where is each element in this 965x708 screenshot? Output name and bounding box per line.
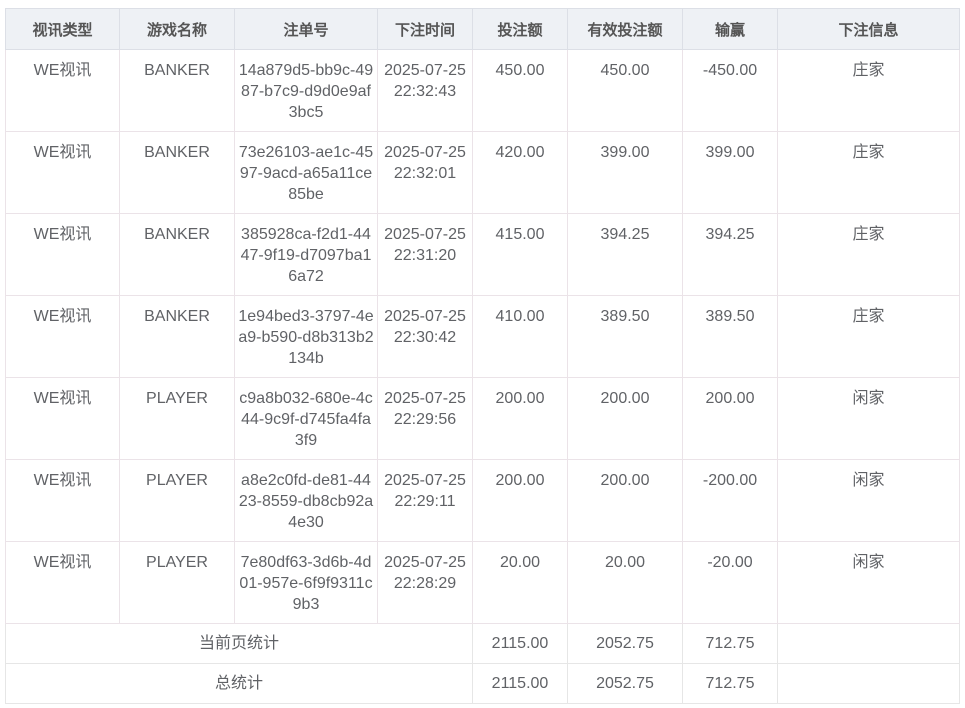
summary-win: 712.75: [682, 663, 778, 704]
cell-video-type: WE视讯: [5, 131, 120, 214]
cell-bet-id: 14a879d5-bb9c-4987-b7c9-d9d0e9af3bc5: [234, 49, 378, 132]
cell-bet-id: 1e94bed3-3797-4ea9-b590-d8b313b2134b: [234, 295, 378, 378]
header-valid-bet: 有效投注额: [567, 8, 683, 50]
page-summary-row: 当前页统计 2115.00 2052.75 712.75: [5, 623, 960, 664]
header-bet-time: 下注时间: [377, 8, 473, 50]
cell-video-type: WE视讯: [5, 377, 120, 460]
cell-bet-amount: 420.00: [472, 131, 568, 214]
table-row: WE视讯 BANKER 14a879d5-bb9c-4987-b7c9-d9d0e9…: [5, 49, 960, 132]
cell-bet-time: 2025-07-25 22:32:01: [377, 131, 473, 214]
cell-bet-id: a8e2c0fd-de81-4423-8559-db8cb92a4e30: [234, 459, 378, 542]
cell-bet-info: 庄家: [777, 49, 960, 132]
header-bet-amount: 投注额: [472, 8, 568, 50]
table-row: WE视讯 PLAYER a8e2c0fd-de81-4423-8559-db8cb9…: [5, 459, 960, 542]
cell-win-loss: 389.50: [682, 295, 778, 378]
bet-date: 2025-07-25: [384, 308, 466, 325]
cell-bet-amount: 415.00: [472, 213, 568, 296]
cell-bet-time: 2025-07-25 22:31:20: [377, 213, 473, 296]
cell-video-type: WE视讯: [5, 49, 120, 132]
bet-records-table: 视讯类型 游戏名称 注单号 下注时间 投注额 有效投注额 输赢 下注信息 WE视讯 BANKER…: [5, 8, 960, 704]
cell-bet-amount: 20.00: [472, 541, 568, 624]
table-row: WE视讯 PLAYER c9a8b032-680e-4c44-9c9f-d745fa…: [5, 377, 960, 460]
cell-bet-time: 2025-07-25 22:30:42: [377, 295, 473, 378]
header-game-name: 游戏名称: [119, 8, 235, 50]
bet-date: 2025-07-25: [384, 554, 466, 571]
cell-valid-bet: 389.50: [567, 295, 683, 378]
summary-empty: [777, 663, 960, 704]
total-summary-row: 总统计 2115.00 2052.75 712.75: [5, 663, 960, 704]
cell-video-type: WE视讯: [5, 459, 120, 542]
summary-label: 当前页统计: [5, 623, 473, 664]
summary-valid: 2052.75: [567, 663, 683, 704]
cell-win-loss: 394.25: [682, 213, 778, 296]
cell-valid-bet: 200.00: [567, 377, 683, 460]
summary-bet: 2115.00: [472, 663, 568, 704]
cell-game-name: PLAYER: [119, 377, 235, 460]
cell-bet-amount: 450.00: [472, 49, 568, 132]
cell-bet-info: 庄家: [777, 213, 960, 296]
header-video-type: 视讯类型: [5, 8, 120, 50]
bet-clock-time: 22:29:56: [393, 411, 457, 428]
cell-bet-time: 2025-07-25 22:29:11: [377, 459, 473, 542]
cell-valid-bet: 20.00: [567, 541, 683, 624]
table-row: WE视讯 BANKER 73e26103-ae1c-4597-9acd-a65a11…: [5, 131, 960, 214]
cell-bet-time: 2025-07-25 22:32:43: [377, 49, 473, 132]
cell-bet-amount: 200.00: [472, 377, 568, 460]
cell-game-name: BANKER: [119, 131, 235, 214]
bet-clock-time: 22:29:11: [394, 493, 456, 510]
cell-bet-id: 73e26103-ae1c-4597-9acd-a65a11ce85be: [234, 131, 378, 214]
cell-bet-info: 庄家: [777, 295, 960, 378]
cell-bet-amount: 200.00: [472, 459, 568, 542]
bet-date: 2025-07-25: [384, 472, 466, 489]
summary-valid: 2052.75: [567, 623, 683, 664]
cell-bet-info: 庄家: [777, 131, 960, 214]
cell-valid-bet: 399.00: [567, 131, 683, 214]
summary-empty: [777, 623, 960, 664]
cell-win-loss: -450.00: [682, 49, 778, 132]
cell-bet-id: c9a8b032-680e-4c44-9c9f-d745fa4fa3f9: [234, 377, 378, 460]
table-row: WE视讯 BANKER 385928ca-f2d1-4447-9f19-d7097b…: [5, 213, 960, 296]
cell-game-name: BANKER: [119, 49, 235, 132]
cell-win-loss: 200.00: [682, 377, 778, 460]
header-bet-id: 注单号: [234, 8, 378, 50]
cell-bet-info: 闲家: [777, 541, 960, 624]
bet-date: 2025-07-25: [384, 62, 466, 79]
bet-clock-time: 22:31:20: [393, 247, 457, 264]
cell-valid-bet: 450.00: [567, 49, 683, 132]
cell-bet-info: 闲家: [777, 459, 960, 542]
cell-bet-info: 闲家: [777, 377, 960, 460]
cell-video-type: WE视讯: [5, 541, 120, 624]
bet-clock-time: 22:30:42: [393, 329, 457, 346]
header-win-loss: 输赢: [682, 8, 778, 50]
summary-bet: 2115.00: [472, 623, 568, 664]
cell-video-type: WE视讯: [5, 295, 120, 378]
summary-label: 总统计: [5, 663, 473, 704]
table-header: 视讯类型 游戏名称 注单号 下注时间 投注额 有效投注额 输赢 下注信息: [5, 8, 960, 50]
cell-game-name: PLAYER: [119, 541, 235, 624]
summary-win: 712.75: [682, 623, 778, 664]
cell-valid-bet: 394.25: [567, 213, 683, 296]
header-bet-info: 下注信息: [777, 8, 960, 50]
bet-clock-time: 22:32:01: [393, 165, 457, 182]
bet-date: 2025-07-25: [384, 226, 466, 243]
table-row: WE视讯 PLAYER 7e80df63-3d6b-4d01-957e-6f9f93…: [5, 541, 960, 624]
bet-date: 2025-07-25: [384, 144, 466, 161]
cell-game-name: BANKER: [119, 213, 235, 296]
cell-game-name: PLAYER: [119, 459, 235, 542]
bet-clock-time: 22:28:29: [393, 575, 457, 592]
cell-game-name: BANKER: [119, 295, 235, 378]
cell-video-type: WE视讯: [5, 213, 120, 296]
cell-win-loss: 399.00: [682, 131, 778, 214]
cell-bet-time: 2025-07-25 22:28:29: [377, 541, 473, 624]
cell-valid-bet: 200.00: [567, 459, 683, 542]
cell-bet-amount: 410.00: [472, 295, 568, 378]
cell-win-loss: -200.00: [682, 459, 778, 542]
bet-clock-time: 22:32:43: [393, 83, 457, 100]
table-row: WE视讯 BANKER 1e94bed3-3797-4ea9-b590-d8b313…: [5, 295, 960, 378]
cell-win-loss: -20.00: [682, 541, 778, 624]
cell-bet-id: 385928ca-f2d1-4447-9f19-d7097ba16a72: [234, 213, 378, 296]
cell-bet-id: 7e80df63-3d6b-4d01-957e-6f9f9311c9b3: [234, 541, 378, 624]
bet-date: 2025-07-25: [384, 390, 466, 407]
cell-bet-time: 2025-07-25 22:29:56: [377, 377, 473, 460]
